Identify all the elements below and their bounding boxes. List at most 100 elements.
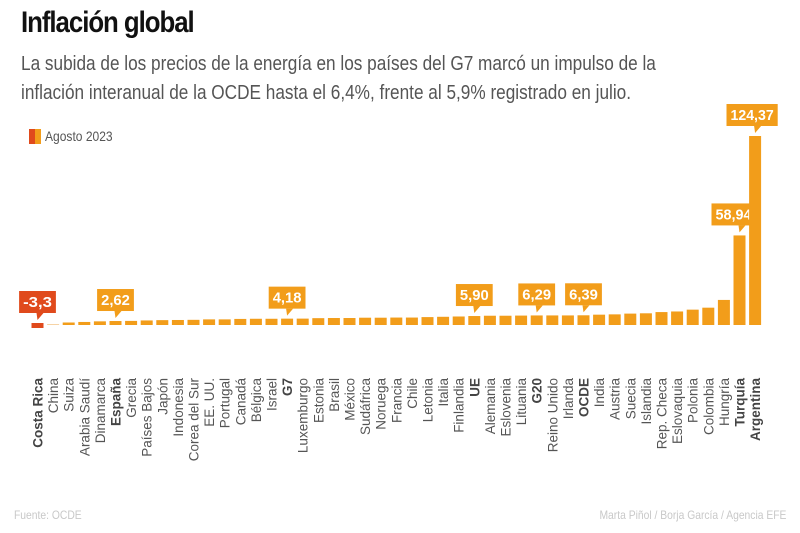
- bar-estonia: [312, 318, 325, 325]
- x-tick-label: Indonesia: [171, 378, 186, 437]
- callout-box: [711, 203, 756, 226]
- x-tick-label: Noruega: [374, 378, 389, 430]
- data-label: 58,94: [716, 206, 753, 223]
- subtitle-line-2: inflación interanual de la OCDE hasta el…: [21, 82, 631, 104]
- data-label: 124,37: [731, 107, 774, 124]
- bar-colombia: [702, 307, 715, 325]
- bar-israel: [265, 318, 278, 325]
- x-tick-label: UE: [467, 378, 482, 397]
- x-tick-label: India: [592, 378, 607, 408]
- chart-subtitle: La subida de los precios de la energía e…: [21, 50, 675, 108]
- callout-box: [455, 284, 493, 307]
- data-callout: 58,94: [711, 203, 756, 233]
- x-tick-label: Hungría: [717, 378, 732, 427]
- x-tick-label: Italia: [436, 378, 451, 407]
- legend-swatch: [29, 128, 41, 144]
- callout-box: [268, 286, 306, 309]
- legend-label: Agosto 2023: [45, 128, 113, 144]
- x-tick-label: Países Bajos: [140, 378, 155, 457]
- data-label: 5,90: [460, 287, 489, 304]
- callout-pointer: [582, 305, 590, 313]
- x-tick-label: Arabia Saudí: [77, 378, 92, 456]
- x-tick-label: Islandia: [639, 378, 654, 425]
- data-callout: 124,37: [726, 104, 778, 133]
- callout-box: [518, 283, 556, 306]
- bar-bélgica: [249, 318, 262, 325]
- x-tick-label: OCDE: [577, 378, 592, 417]
- x-tick-label: Suiza: [62, 378, 77, 412]
- bar-eslovenia: [499, 315, 512, 325]
- bar-canadá: [234, 318, 247, 325]
- callout-pointer: [754, 126, 762, 133]
- x-tick-label: Reino Unido: [545, 378, 560, 452]
- bar-argentina: [749, 136, 762, 325]
- bar-chile: [405, 317, 418, 325]
- bar-reino-unido: [546, 315, 559, 325]
- data-label: 6,39: [569, 286, 598, 303]
- subtitle-line-1: La subida de los precios de la energía e…: [21, 53, 656, 75]
- callout-box: [565, 283, 602, 306]
- bar-arabia-saudí: [78, 321, 91, 325]
- bar-indonesia: [171, 319, 184, 325]
- data-label: -3,3: [23, 294, 52, 311]
- x-tick-label: Canadá: [233, 378, 248, 426]
- bar-letonia: [421, 317, 434, 325]
- x-tick-label: Turquía: [733, 378, 748, 427]
- bar-polonia: [686, 309, 699, 325]
- legend: Agosto 2023: [29, 128, 124, 144]
- bar-grecia: [125, 320, 138, 325]
- bar-suiza: [62, 322, 75, 325]
- x-tick-label: Polonia: [686, 378, 701, 424]
- x-tick-label: Corea del Sur: [187, 377, 202, 461]
- bar-españa: [109, 321, 122, 325]
- bar-lituania: [515, 315, 528, 325]
- bar-italia: [437, 316, 450, 325]
- x-tick-label: China: [46, 378, 61, 414]
- callout-pointer: [286, 308, 294, 316]
- bar-brasil: [327, 318, 340, 325]
- x-tick-label: Austria: [608, 378, 623, 421]
- x-tick-label: México: [343, 378, 358, 421]
- bar-islandia: [639, 313, 652, 325]
- bar-irlanda: [561, 315, 574, 325]
- x-tick-label: Chile: [405, 378, 420, 409]
- x-tick-label: EE. UU.: [202, 378, 217, 427]
- bar-finlandia: [452, 316, 465, 325]
- x-tick-label: Lituania: [514, 378, 529, 426]
- callout-box: [97, 289, 134, 312]
- credits-note: Marta Piñol / Borja García / Agencia EFE: [599, 508, 786, 522]
- bar-ocde: [577, 315, 590, 325]
- data-callout: 6,29: [518, 283, 556, 313]
- bar-rep-checa: [655, 312, 668, 325]
- x-tick-label: Suecia: [623, 378, 638, 420]
- chart-title: Inflación global: [21, 6, 195, 39]
- callout-pointer: [535, 305, 543, 313]
- bar-luxemburgo: [296, 318, 309, 325]
- x-tick-label: Alemania: [483, 378, 498, 435]
- x-tick-label: Rep. Checa: [655, 378, 670, 450]
- bar-países-bajos: [140, 320, 153, 325]
- x-tick-label: Costa Rica: [31, 378, 46, 448]
- bar-eslovaquia: [671, 311, 684, 325]
- x-tick-label: Irlanda: [561, 378, 576, 420]
- data-callout: -3,3: [19, 291, 56, 320]
- data-label: 2,62: [101, 292, 130, 309]
- bar-costa-rica: [31, 323, 44, 328]
- x-tick-label: Eslovaquia: [670, 378, 685, 445]
- data-callout: 2,62: [97, 289, 134, 319]
- x-tick-label: España: [109, 378, 124, 427]
- x-tick-label: Finlandia: [452, 378, 467, 433]
- bar-suecia: [624, 313, 637, 325]
- bar-méxico: [343, 318, 356, 325]
- callout-pointer: [114, 311, 122, 319]
- bar-hungría: [717, 299, 730, 325]
- x-tick-label: Colombia: [701, 378, 716, 436]
- x-tick-label: Letonia: [421, 378, 436, 423]
- data-callout: 4,18: [268, 286, 306, 316]
- x-tick-label: Brasil: [327, 378, 342, 412]
- x-tick-label: Portugal: [218, 378, 233, 428]
- bar-corea-del-sur: [187, 319, 200, 325]
- callout-pointer: [738, 225, 746, 233]
- x-tick-label: Grecia: [124, 378, 139, 418]
- bar-g7: [281, 318, 294, 325]
